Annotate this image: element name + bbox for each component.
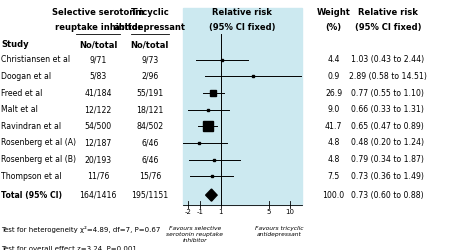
Text: 12/187: 12/187 — [84, 138, 111, 147]
Text: 0.79 (0.34 to 1.87): 0.79 (0.34 to 1.87) — [351, 155, 424, 164]
Text: 5/83: 5/83 — [90, 72, 107, 81]
Text: antidepressant: antidepressant — [114, 23, 186, 32]
Text: 84/502: 84/502 — [136, 122, 164, 131]
Polygon shape — [206, 189, 217, 201]
Text: Weight: Weight — [317, 8, 351, 17]
Text: 195/1151: 195/1151 — [131, 190, 168, 200]
Text: No/total: No/total — [131, 40, 169, 49]
Text: Rosenberg et al (B): Rosenberg et al (B) — [1, 155, 76, 164]
Text: Malt et al: Malt et al — [1, 105, 38, 114]
Text: Relative risk: Relative risk — [358, 8, 418, 17]
Text: 55/191: 55/191 — [136, 88, 164, 98]
Text: Christiansen et al: Christiansen et al — [1, 55, 71, 64]
Text: Rosenberg et al (A): Rosenberg et al (A) — [1, 138, 76, 147]
Text: Test for overall effect z=3.24, P=0.001: Test for overall effect z=3.24, P=0.001 — [1, 246, 137, 250]
Text: 4.8: 4.8 — [328, 138, 340, 147]
Text: -1: -1 — [197, 209, 204, 215]
Text: Doogan et al: Doogan et al — [1, 72, 52, 81]
Text: 6/46: 6/46 — [141, 138, 158, 147]
Text: Selective serotonin: Selective serotonin — [52, 8, 144, 17]
Text: 100.0: 100.0 — [322, 190, 345, 200]
Text: 1: 1 — [219, 209, 223, 215]
Text: 26.9: 26.9 — [325, 88, 342, 98]
Text: 0.48 (0.20 to 1.24): 0.48 (0.20 to 1.24) — [351, 138, 424, 147]
Text: 0.73 (0.60 to 0.88): 0.73 (0.60 to 0.88) — [352, 190, 424, 200]
Text: Test for heterogeneity χ²=4.89, df=7, P=0.67: Test for heterogeneity χ²=4.89, df=7, P=… — [1, 226, 161, 233]
Text: Favours tricyclic
antidepressant: Favours tricyclic antidepressant — [255, 226, 303, 237]
Text: Relative risk: Relative risk — [212, 8, 273, 17]
Text: 18/121: 18/121 — [136, 105, 164, 114]
Text: Freed et al: Freed et al — [1, 88, 43, 98]
Text: Study: Study — [1, 40, 29, 49]
Text: 9/73: 9/73 — [141, 55, 158, 64]
Text: 54/500: 54/500 — [84, 122, 111, 131]
Text: Thompson et al: Thompson et al — [1, 172, 62, 181]
Text: 41.7: 41.7 — [325, 122, 342, 131]
Text: 4.4: 4.4 — [328, 55, 340, 64]
Text: 0.73 (0.36 to 1.49): 0.73 (0.36 to 1.49) — [351, 172, 424, 181]
Text: 15/76: 15/76 — [139, 172, 161, 181]
Text: 5: 5 — [267, 209, 271, 215]
Text: 4.8: 4.8 — [328, 155, 340, 164]
Text: 0.77 (0.55 to 1.10): 0.77 (0.55 to 1.10) — [351, 88, 424, 98]
Text: No/total: No/total — [79, 40, 117, 49]
Text: 7.5: 7.5 — [328, 172, 340, 181]
Text: Tricyclic: Tricyclic — [130, 8, 169, 17]
Text: (95% CI fixed): (95% CI fixed) — [355, 23, 421, 32]
Text: 12/122: 12/122 — [84, 105, 111, 114]
Text: 10: 10 — [285, 209, 294, 215]
Text: 41/184: 41/184 — [84, 88, 112, 98]
Text: (95% CI fixed): (95% CI fixed) — [209, 23, 276, 32]
Text: 9.0: 9.0 — [328, 105, 340, 114]
Text: 9/71: 9/71 — [89, 55, 107, 64]
Text: Favours selective
serotonin reuptake
inhibitor: Favours selective serotonin reuptake inh… — [166, 226, 223, 243]
Text: 11/76: 11/76 — [87, 172, 109, 181]
Text: 0.9: 0.9 — [328, 72, 340, 81]
Text: 0.66 (0.33 to 1.31): 0.66 (0.33 to 1.31) — [351, 105, 424, 114]
Text: 0.65 (0.47 to 0.89): 0.65 (0.47 to 0.89) — [351, 122, 424, 131]
Text: 1.03 (0.43 to 2.44): 1.03 (0.43 to 2.44) — [351, 55, 424, 64]
Text: 20/193: 20/193 — [84, 155, 111, 164]
Text: Ravindran et al: Ravindran et al — [1, 122, 62, 131]
Text: 164/1416: 164/1416 — [79, 190, 117, 200]
Text: reuptake inhibitor: reuptake inhibitor — [55, 23, 141, 32]
Text: 6/46: 6/46 — [141, 155, 158, 164]
Text: 2.89 (0.58 to 14.51): 2.89 (0.58 to 14.51) — [349, 72, 427, 81]
Text: (%): (%) — [326, 23, 342, 32]
Text: Total (95% CI): Total (95% CI) — [1, 190, 63, 200]
Text: 2/96: 2/96 — [141, 72, 158, 81]
Text: -2: -2 — [184, 209, 191, 215]
